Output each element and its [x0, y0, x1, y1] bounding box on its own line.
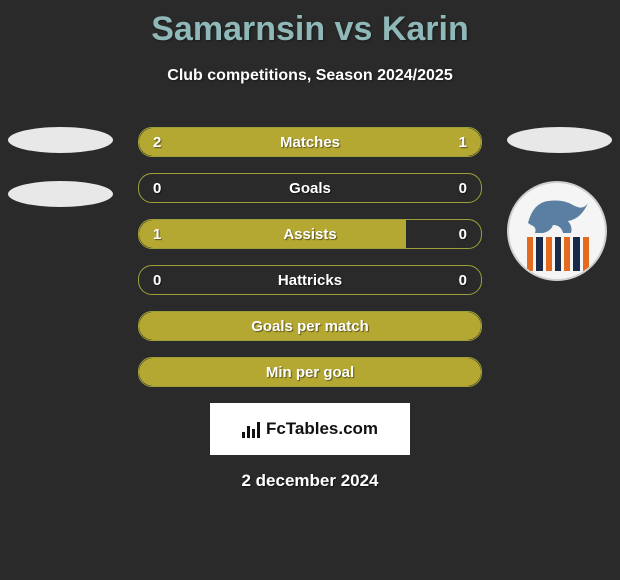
player-avatar-placeholder	[8, 127, 113, 153]
stat-label: Min per goal	[139, 358, 481, 386]
comparison-card: Samarnsin vs Karin Club competitions, Se…	[0, 0, 620, 491]
stat-row-hattricks: 0 Hattricks 0	[138, 265, 482, 295]
page-title: Samarnsin vs Karin	[0, 10, 620, 49]
club-badge	[507, 181, 607, 281]
stat-row-assists: 1 Assists 0	[138, 219, 482, 249]
stat-label: Matches	[139, 128, 481, 156]
stats-area: 2 Matches 1 0 Goals 0 1 Assists 0	[0, 127, 620, 491]
player-avatar-placeholder	[507, 127, 612, 153]
stat-label: Goals per match	[139, 312, 481, 340]
stat-label: Assists	[139, 220, 481, 248]
horse-icon	[523, 193, 593, 235]
stat-value-right: 0	[459, 266, 467, 294]
stat-label: Goals	[139, 174, 481, 202]
fctables-logo-icon	[242, 420, 260, 438]
watermark-text: FcTables.com	[266, 419, 378, 439]
stat-row-goals: 0 Goals 0	[138, 173, 482, 203]
stat-bars: 2 Matches 1 0 Goals 0 1 Assists 0	[138, 127, 482, 387]
stat-value-right: 0	[459, 174, 467, 202]
club-avatar-placeholder	[8, 181, 113, 207]
stat-row-goals-per-match: Goals per match	[138, 311, 482, 341]
stat-row-min-per-goal: Min per goal	[138, 357, 482, 387]
subtitle: Club competitions, Season 2024/2025	[0, 67, 620, 85]
stat-label: Hattricks	[139, 266, 481, 294]
stat-row-matches: 2 Matches 1	[138, 127, 482, 157]
badge-stripes	[527, 237, 589, 271]
watermark: FcTables.com	[210, 403, 410, 455]
stat-value-right: 1	[459, 128, 467, 156]
right-player-column	[507, 127, 612, 281]
stat-value-right: 0	[459, 220, 467, 248]
left-player-column	[8, 127, 113, 235]
date-label: 2 december 2024	[0, 471, 620, 491]
